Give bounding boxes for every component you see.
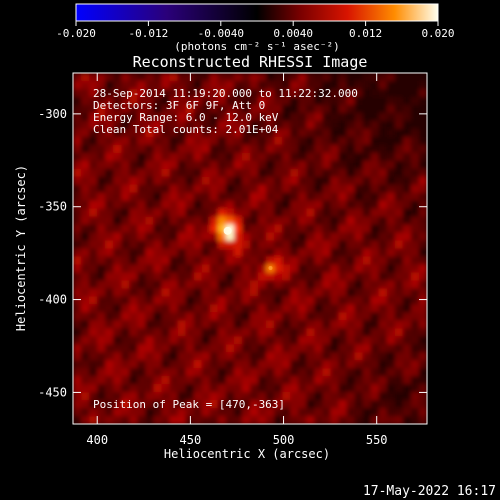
plot-area: 400 450 500 550 -300 -350 -400 -450 28-Sep-2014… [38, 72, 428, 447]
y-tick-label: -400 [38, 293, 67, 307]
colorbar-tick-label: 0.0040 [273, 27, 313, 40]
colorbar-gradient [75, 3, 439, 22]
annotation-line: Energy Range: 6.0 - 12.0 keV [93, 111, 279, 124]
y-tick-label: -350 [38, 200, 67, 214]
source-peak-point [223, 226, 232, 235]
source-peak-point [268, 266, 273, 270]
y-axis-label: Heliocentric Y (arcsec) [14, 165, 28, 331]
annotation-block: 28-Sep-2014 11:19:20.000 to 11:22:32.000… [93, 87, 358, 136]
colorbar: -0.020 -0.012 -0.0040 0.0040 0.012 0.020 (pho… [56, 3, 455, 53]
chart-title: Reconstructed RHESSI Image [133, 53, 368, 71]
x-axis-label: Heliocentric X (arcsec) [164, 447, 330, 461]
x-tick-label: 550 [366, 433, 388, 447]
annotation-line: 28-Sep-2014 11:19:20.000 to 11:22:32.000 [93, 87, 358, 100]
colorbar-tick-label: 0.012 [349, 27, 382, 40]
peak-position-label: Position of Peak = [470,-363] [93, 398, 285, 411]
annotation-line: Detectors: 3F 6F 9F, Att 0 [93, 99, 265, 112]
x-tick-label: 500 [273, 433, 295, 447]
footer-timestamp: 17-May-2022 16:17 [363, 484, 496, 499]
colorbar-ticks: -0.020 -0.012 -0.0040 0.0040 0.012 0.020 [56, 21, 455, 40]
plot-frame [72, 72, 428, 425]
heatmap-image [73, 73, 427, 424]
colorbar-tick-label: -0.012 [129, 27, 169, 40]
y-tick-label: -300 [38, 107, 67, 121]
colorbar-tick-label: -0.0040 [198, 27, 244, 40]
heatmap-cells [73, 73, 427, 424]
colorbar-unit-label: (photons cm⁻² s⁻¹ asec⁻²) [174, 40, 340, 53]
y-tick-label: -450 [38, 385, 67, 399]
axis-ticks: 400 450 500 550 -300 -350 -400 -450 [38, 73, 427, 447]
x-tick-label: 450 [180, 433, 202, 447]
colorbar-tick-label: 0.020 [421, 27, 454, 40]
annotation-line: Clean Total counts: 2.01E+04 [93, 123, 279, 136]
x-tick-label: 400 [86, 433, 108, 447]
colorbar-tick-label: -0.020 [56, 27, 96, 40]
